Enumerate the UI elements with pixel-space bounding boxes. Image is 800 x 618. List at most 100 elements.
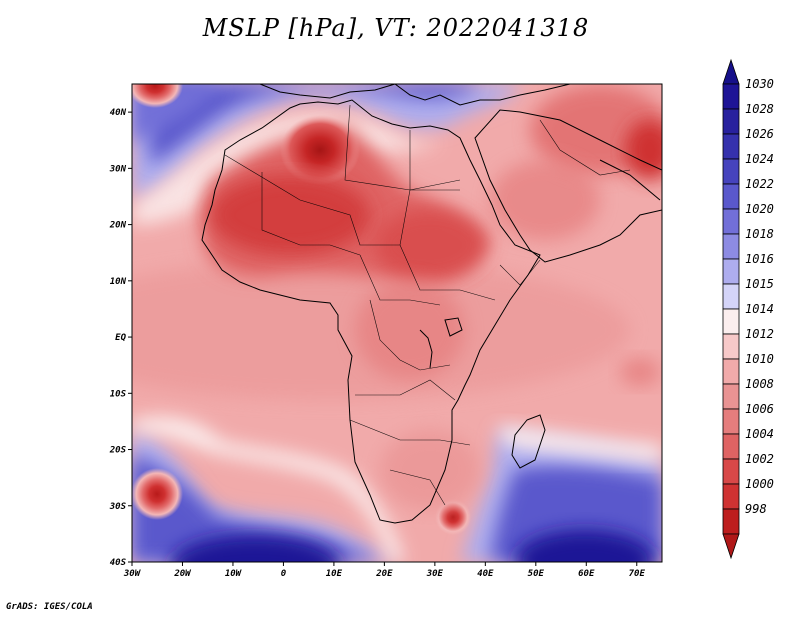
border-middle-east [539, 119, 631, 176]
low-sudan [375, 210, 485, 280]
high-pressure-south-atlantic-mid [132, 455, 385, 562]
plot-frame [131, 83, 663, 563]
lat-tick-label: 40S [110, 558, 127, 568]
lon-tick-label: 60E [578, 569, 595, 579]
low-northwest-corner [132, 84, 183, 108]
colorbar-swatch [722, 308, 740, 335]
colorbar-label: 1010 [745, 352, 774, 366]
border-sudan [399, 244, 496, 301]
border-mali-niger [261, 172, 361, 256]
pressure-field [132, 84, 662, 562]
colorbar-bottom-arrow [722, 533, 740, 560]
colorbar-label: 1018 [745, 227, 774, 241]
eastern-mediterranean-coastline [394, 84, 571, 106]
great-lakes-tanganyika [419, 329, 433, 369]
colorbar-label: 1022 [745, 177, 774, 191]
lon-tick-label: 20W [173, 569, 192, 579]
coastlines [201, 84, 662, 524]
colorbar-swatch [722, 483, 740, 510]
lon-tick-label: 30E [426, 569, 444, 579]
colorbar-swatch [722, 458, 740, 485]
low-indian-ocean-patch [620, 358, 660, 386]
colorbar-swatch [722, 408, 740, 435]
low-sahel-west [210, 175, 370, 255]
transition-band-south-east [499, 425, 662, 462]
border-algeria-libya [344, 104, 411, 191]
colorbar-label: 1006 [745, 402, 774, 416]
colorbar-label: 1028 [745, 102, 774, 116]
lat-tick-label: 10N [110, 277, 127, 287]
map-title: MSLP [hPa], VT: 2022041318 [202, 14, 590, 42]
colorbar-swatch [722, 508, 740, 535]
colorbar-swatch [722, 358, 740, 385]
colorbar-swatch [722, 108, 740, 135]
colorbar-swatch [722, 183, 740, 210]
colorbar-swatch [722, 433, 740, 460]
africa-coastline [201, 99, 541, 524]
low-sahara-core [280, 115, 360, 185]
lat-tick-label: EQ [115, 333, 126, 343]
high-pressure-south-atlantic-core [170, 535, 340, 562]
lon-tick-label: 10E [326, 569, 343, 579]
colorbar-label: 1002 [745, 452, 774, 466]
colorbar-label: 1000 [745, 477, 774, 491]
lon-tick-label: 10W [225, 569, 243, 579]
border-south-africa [389, 469, 446, 506]
low-congo [355, 280, 465, 380]
colorbar-label: 1024 [745, 152, 774, 166]
madagascar-coastline [511, 414, 546, 469]
transition-band-south-west [132, 416, 405, 562]
colorbar-swatch [722, 283, 740, 310]
border-angola-zambia [355, 379, 456, 401]
lat-tick-label: 40N [110, 108, 127, 118]
colorbar: 1030 1028 1026 1024 1022 1020 1018 1016 1015 1014… [722, 58, 774, 560]
low-iran [625, 120, 662, 180]
lon-tick-label: 40E [477, 569, 494, 579]
colorbar-label: 1016 [745, 252, 774, 266]
lat-tick-label: 10S [110, 389, 127, 399]
border-namibia-botswana [349, 419, 471, 446]
lon-tick-label: 30W [123, 569, 142, 579]
colorbar-label: 1004 [745, 427, 774, 441]
persian-gulf-coastline [599, 159, 661, 201]
colorbar-swatch [722, 233, 740, 260]
colorbar-label: 1026 [745, 127, 774, 141]
colorbar-label: 1012 [745, 327, 774, 341]
colorbar-label: 1030 [745, 77, 774, 91]
high-pressure-south-indian-core [515, 530, 655, 562]
lat-tick-label: 20N [109, 221, 127, 231]
lat-tick-label: 20S [109, 446, 127, 456]
colorbar-label: 1020 [745, 202, 774, 216]
arabia-coastline [474, 109, 662, 263]
lake-victoria [444, 317, 463, 337]
border-congo [369, 299, 451, 371]
border-libya-egypt [409, 130, 460, 191]
lat-tick-label: 30S [109, 502, 127, 512]
colorbar-label: 1014 [745, 302, 774, 316]
low-southwest-atlantic [132, 468, 183, 520]
high-pressure-mediterranean-core [150, 84, 480, 165]
border-horn [499, 259, 541, 286]
colorbar-label: 1015 [745, 277, 774, 291]
colorbar-swatch [722, 133, 740, 160]
border-central-africa [359, 254, 441, 306]
lon-tick-label: 70E [629, 569, 646, 579]
southern-europe-coastline [259, 84, 396, 99]
colorbar-swatch [722, 158, 740, 185]
colorbar-top-arrow [722, 58, 740, 85]
southern-africa-field [380, 430, 480, 510]
colorbar-swatch [722, 208, 740, 235]
low-arabia [490, 160, 600, 240]
lon-tick-label: 20E [375, 569, 393, 579]
lon-tick-label: 0 [281, 569, 287, 579]
colorbar-label: 1008 [745, 377, 774, 391]
colorbar-swatch [722, 258, 740, 285]
colorbar-label: 998 [745, 502, 767, 516]
axis-ticks: 30W 20W 10W 0 10E 20E 30E 40E 50E 60E 70E 40N 30N 20N… [109, 108, 646, 579]
colorbar-swatch [722, 383, 740, 410]
colorbar-swatch [722, 333, 740, 360]
high-pressure-mediterranean-outer [132, 84, 520, 200]
lon-tick-label: 50E [528, 569, 545, 579]
colorbar-swatch [722, 83, 740, 110]
